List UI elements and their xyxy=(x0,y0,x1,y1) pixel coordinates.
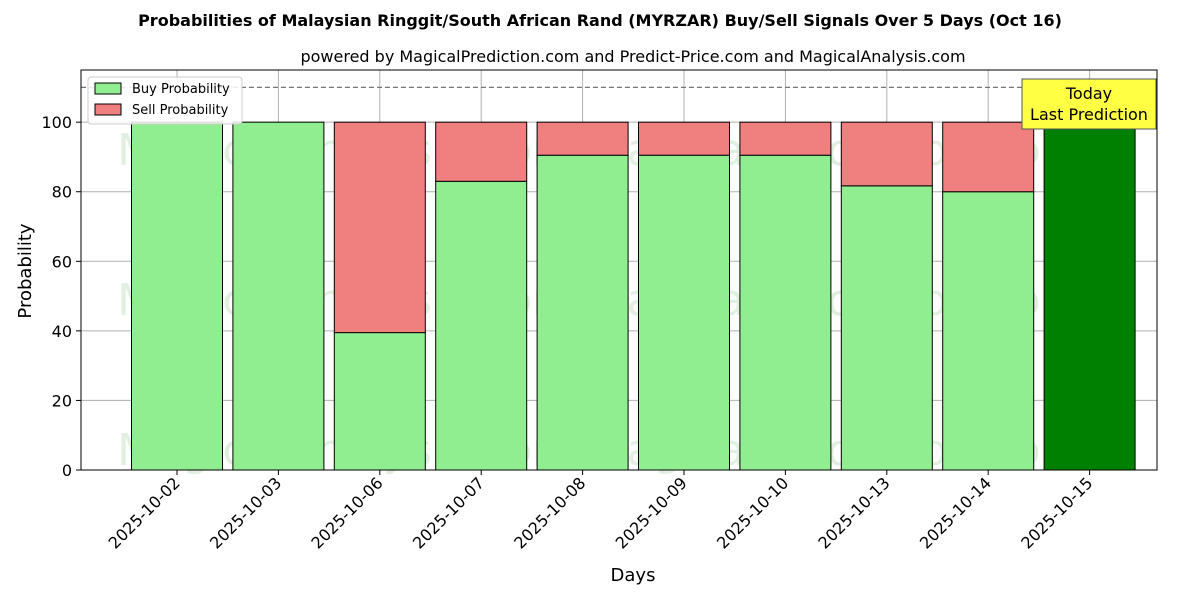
x-tick-label: 2025-10-03 xyxy=(206,473,285,552)
y-axis-ticks: 0 20 40 60 80 100 xyxy=(41,113,81,480)
bar-buy-2025-10-13 xyxy=(840,185,933,471)
x-tick-label: 2025-10-08 xyxy=(510,473,589,552)
bar-sell-2025-10-06 xyxy=(333,121,426,334)
x-tick-label: 2025-10-10 xyxy=(713,473,792,552)
bar-buy-2025-10-07 xyxy=(435,180,528,471)
last-prediction-label: Last Prediction xyxy=(1030,105,1148,124)
bar-buy-2025-10-15 xyxy=(1043,121,1136,471)
bars xyxy=(131,121,1136,471)
legend-sell-label: Sell Probability xyxy=(132,103,229,118)
bar-buy-2025-10-03 xyxy=(232,121,325,471)
bar-sell-2025-10-07 xyxy=(435,121,528,182)
y-axis-label: Probability xyxy=(15,223,36,318)
today-annotation: Today Last Prediction xyxy=(1021,78,1157,130)
chart-subtitle: powered by MagicalPrediction.com and Pre… xyxy=(300,47,965,66)
bar-sell-2025-10-14 xyxy=(942,121,1035,193)
legend-box xyxy=(87,76,243,125)
x-tick-label: 2025-10-14 xyxy=(916,473,995,552)
x-tick-label: 2025-10-15 xyxy=(1017,473,1096,552)
legend-buy-swatch xyxy=(94,82,122,95)
x-tick-label: 2025-10-06 xyxy=(307,473,386,552)
plot-frame xyxy=(80,69,1158,471)
bar-buy-2025-10-06 xyxy=(333,332,426,471)
bar-buy-2025-10-10 xyxy=(739,154,832,471)
bar-buy-2025-10-08 xyxy=(536,154,629,471)
y-tick-label: 40 xyxy=(52,322,72,341)
legend-buy-label: Buy Probability xyxy=(132,82,230,97)
y-tick-label: 0 xyxy=(62,461,72,480)
y-tick-label: 80 xyxy=(52,183,72,202)
bar-buy-2025-10-14 xyxy=(942,191,1035,471)
y-tick-label: 20 xyxy=(52,391,72,410)
x-tick-label: 2025-10-09 xyxy=(612,473,691,552)
bar-buy-2025-10-02 xyxy=(131,121,223,471)
legend: Buy Probability Sell Probability xyxy=(87,76,243,125)
x-tick-label: 2025-10-13 xyxy=(814,473,893,552)
x-axis-ticks: 2025-10-02 2025-10-03 2025-10-06 2025-10-07… xyxy=(105,470,1096,553)
x-axis-label: Days xyxy=(611,565,656,586)
chart-title: Probabilities of Malaysian Ringgit/South… xyxy=(138,11,1062,30)
today-box xyxy=(1021,78,1157,130)
x-tick-label: 2025-10-07 xyxy=(409,473,488,552)
y-tick-label: 100 xyxy=(41,113,72,132)
y-tick-label: 60 xyxy=(52,252,72,271)
bar-sell-2025-10-13 xyxy=(840,121,933,187)
bar-sell-2025-10-09 xyxy=(638,121,730,156)
bar-sell-2025-10-08 xyxy=(536,121,629,156)
bar-buy-2025-10-09 xyxy=(638,154,730,471)
bar-sell-2025-10-10 xyxy=(739,121,832,156)
today-label: Today xyxy=(1065,84,1112,103)
legend-sell-swatch xyxy=(94,103,122,116)
x-tick-label: 2025-10-02 xyxy=(105,473,184,552)
